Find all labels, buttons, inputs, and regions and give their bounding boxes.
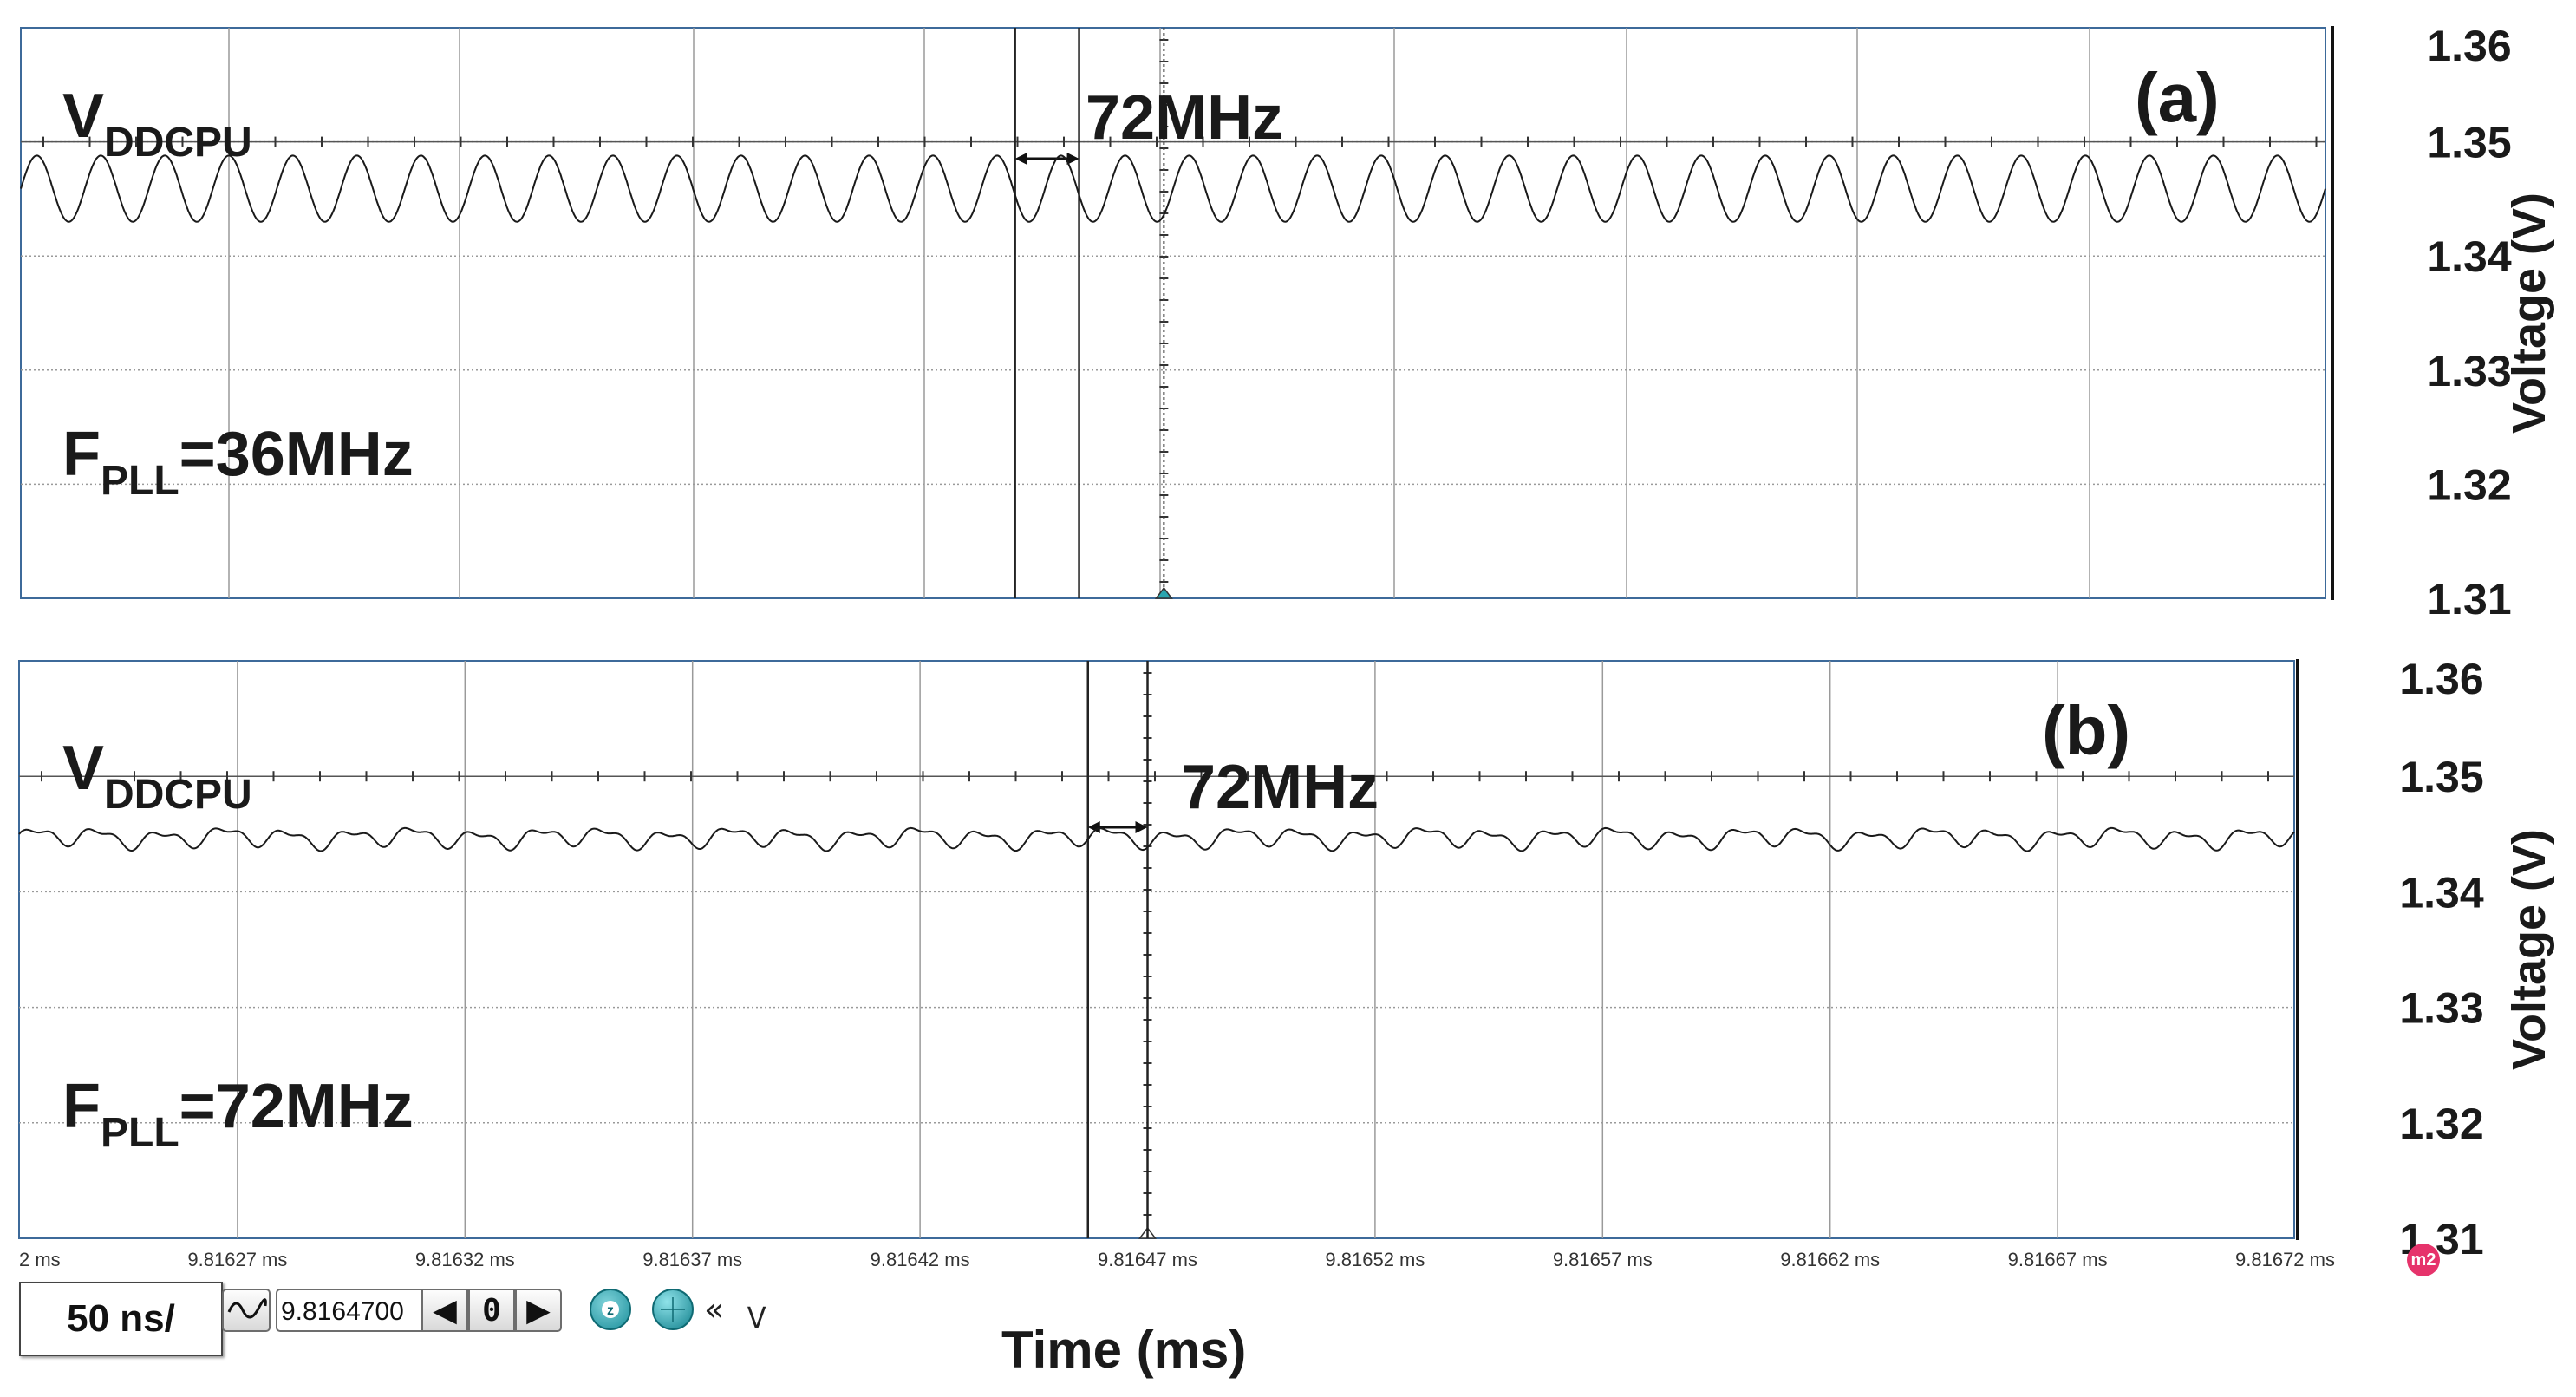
scope-toolbar: 50 ns/ 9.8164700 ◀ 0 ▶ z « 𝈍: [19, 1282, 791, 1356]
next-button[interactable]: ▶: [515, 1289, 562, 1332]
x-tick-label: 9.81627 ms: [187, 1249, 287, 1270]
period-arrowhead-left: [1014, 153, 1027, 165]
timescale-display[interactable]: 50 ns/: [19, 1282, 223, 1356]
x-axis-label: Time (ms): [1001, 1321, 1247, 1379]
signal-name: VDDCPU: [62, 734, 252, 818]
zero-icon: 0: [482, 1292, 501, 1328]
y-axis-label: Voltage (V): [2503, 193, 2555, 434]
pll-frequency-subscript: PLL: [101, 1110, 179, 1156]
trigger-marker: [1154, 586, 1173, 599]
pll-frequency-main: F: [62, 1072, 101, 1141]
marker-m2-badge[interactable]: m2: [2407, 1244, 2440, 1276]
chevron-right-icon: ▶: [526, 1292, 551, 1328]
x-tick-label: 9.81657 ms: [1553, 1249, 1653, 1270]
zoom-icon: z: [602, 1301, 619, 1318]
y-tick-label: 1.32: [2399, 1100, 2483, 1148]
x-tick-label: 9.81667 ms: [2008, 1249, 2108, 1270]
svg-text:z: z: [607, 1303, 614, 1318]
y-tick-label: 1.35: [2399, 753, 2483, 801]
y-tick-label: 1.34: [2399, 868, 2484, 917]
y-tick-label: 1.33: [2427, 347, 2511, 395]
pll-frequency-value: =72MHz: [179, 1072, 414, 1141]
x-tick-label: 9.81662 ms: [1780, 1249, 1880, 1270]
y-tick-label: 1.36: [2399, 655, 2483, 703]
horizontal-position-input[interactable]: 9.8164700: [276, 1289, 427, 1332]
panel-label: (a): [2135, 59, 2220, 136]
y-tick-label: 1.35: [2427, 119, 2511, 167]
chart-panel-a: 1.36 1.35 1.34 1.33 1.32 1.31 Voltage (V) (a) VD…: [20, 22, 2555, 623]
prev-button[interactable]: ◀: [421, 1289, 468, 1332]
x-tick-label: 9.81672 ms: [2235, 1249, 2335, 1270]
x-tick-label: 2 ms: [19, 1249, 61, 1270]
waveform-button[interactable]: [222, 1289, 271, 1332]
pll-frequency-label: FPLL=36MHz: [62, 420, 414, 504]
signal-name: VDDCPU: [62, 82, 252, 166]
y-tick-label: 1.32: [2427, 460, 2511, 509]
signal-name-subscript: DDCPU: [104, 120, 252, 166]
period-arrowhead-right: [1135, 821, 1148, 833]
y-axis-label: Voltage (V): [2503, 829, 2555, 1070]
signal-name-main: V: [62, 734, 104, 803]
pll-frequency-label: FPLL=72MHz: [62, 1072, 414, 1156]
y-tick-label: 1.36: [2427, 22, 2511, 70]
x-tick-label: 9.81637 ms: [642, 1249, 742, 1270]
x-tick-label: 9.81652 ms: [1325, 1249, 1425, 1270]
period-annotation: 72MHz: [1181, 753, 1379, 822]
center-zero-button[interactable]: 0: [468, 1289, 515, 1332]
y-tick-label: 1.34: [2427, 232, 2512, 281]
period-annotation: 72MHz: [1086, 83, 1283, 153]
signal-name-subscript: DDCPU: [104, 772, 252, 818]
sine-wave-icon: [227, 1298, 267, 1319]
period-arrowhead-right: [1066, 153, 1079, 165]
y-tick-label: 1.33: [2399, 984, 2483, 1033]
vddcpu-trace: [20, 154, 2326, 223]
y-tick-label: 1.31: [2427, 575, 2511, 623]
signal-name-main: V: [62, 82, 104, 151]
x-tick-label: 9.81642 ms: [871, 1249, 970, 1270]
chevron-left-icon: ◀: [433, 1292, 457, 1328]
pin-icon[interactable]: 𝈍: [747, 1301, 766, 1335]
double-chevron-left-icon[interactable]: «: [704, 1290, 725, 1328]
zoom-button[interactable]: z: [590, 1289, 631, 1330]
pll-frequency-main: F: [62, 420, 101, 489]
vddcpu-trace: [18, 826, 2295, 852]
plot-frame: [18, 660, 2295, 1239]
plot-frame: [20, 27, 2326, 599]
pll-frequency-value: =36MHz: [179, 420, 414, 489]
period-arrowhead-left: [1087, 821, 1100, 833]
globe-button[interactable]: [652, 1289, 694, 1330]
x-tick-label: 9.81632 ms: [415, 1249, 515, 1270]
panel-label: (b): [2042, 692, 2130, 769]
globe-icon: [661, 1297, 685, 1322]
x-tick-label: 9.81647 ms: [1098, 1249, 1197, 1270]
pll-frequency-subscript: PLL: [101, 458, 179, 504]
